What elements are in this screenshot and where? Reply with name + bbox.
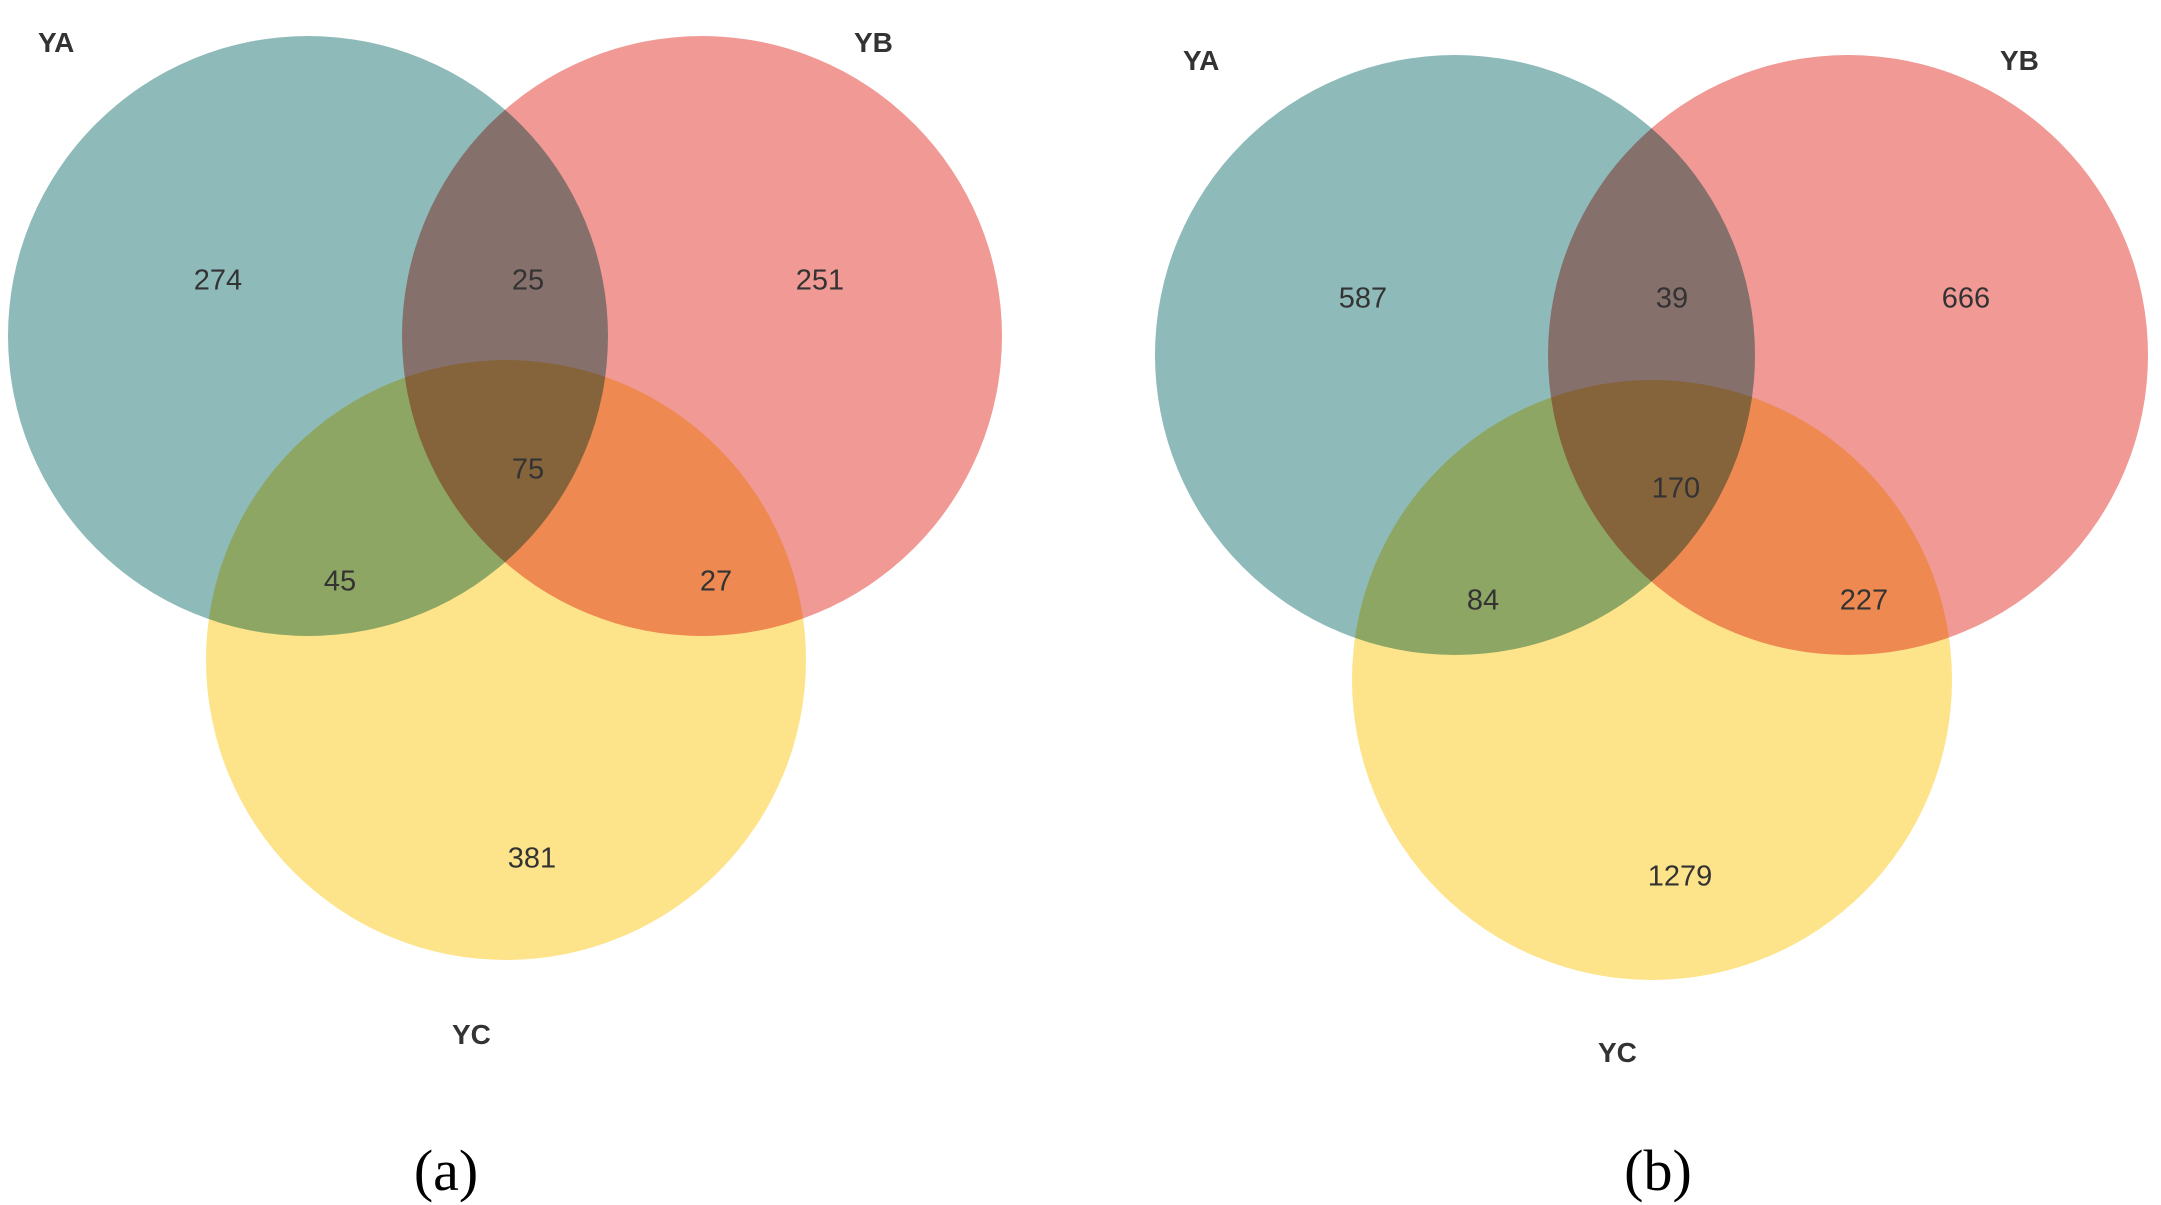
venn-circles-a (8, 36, 1002, 960)
count-yb-only-b: 666 (1942, 283, 1990, 315)
venn-panel-b: YA YB YC 587 39 666 170 84 227 1279 (b) (1155, 45, 2148, 1203)
set-label-yc-a: YC (452, 1019, 491, 1050)
venn-circles-b (1155, 55, 2148, 980)
venn-panel-a: YA YB YC 274 25 251 75 45 27 381 (a) (8, 27, 1002, 1203)
count-ya-only-a: 274 (194, 265, 242, 297)
set-label-ya-b: YA (1183, 45, 1219, 76)
set-label-yc-b: YC (1598, 1037, 1637, 1068)
count-yb-only-a: 251 (796, 265, 844, 297)
set-label-yb-a: YB (854, 27, 893, 58)
count-all-three-b: 170 (1652, 473, 1700, 505)
count-yb-yc-a: 27 (700, 566, 732, 598)
count-all-three-a: 75 (512, 454, 544, 486)
panel-caption-b: (b) (1624, 1138, 1692, 1203)
count-ya-only-b: 587 (1339, 283, 1387, 315)
set-label-yb-b: YB (2000, 45, 2039, 76)
count-ya-yc-a: 45 (324, 566, 356, 598)
count-yc-only-b: 1279 (1648, 861, 1713, 893)
count-ya-yb-b: 39 (1656, 283, 1688, 315)
panel-caption-a: (a) (414, 1138, 478, 1203)
circle-yc-a (206, 360, 806, 960)
set-label-ya-a: YA (38, 27, 74, 58)
count-yb-yc-b: 227 (1840, 585, 1888, 617)
count-yc-only-a: 381 (508, 843, 556, 875)
count-ya-yb-a: 25 (512, 265, 544, 297)
count-ya-yc-b: 84 (1467, 585, 1499, 617)
circle-yc-b (1352, 380, 1952, 980)
